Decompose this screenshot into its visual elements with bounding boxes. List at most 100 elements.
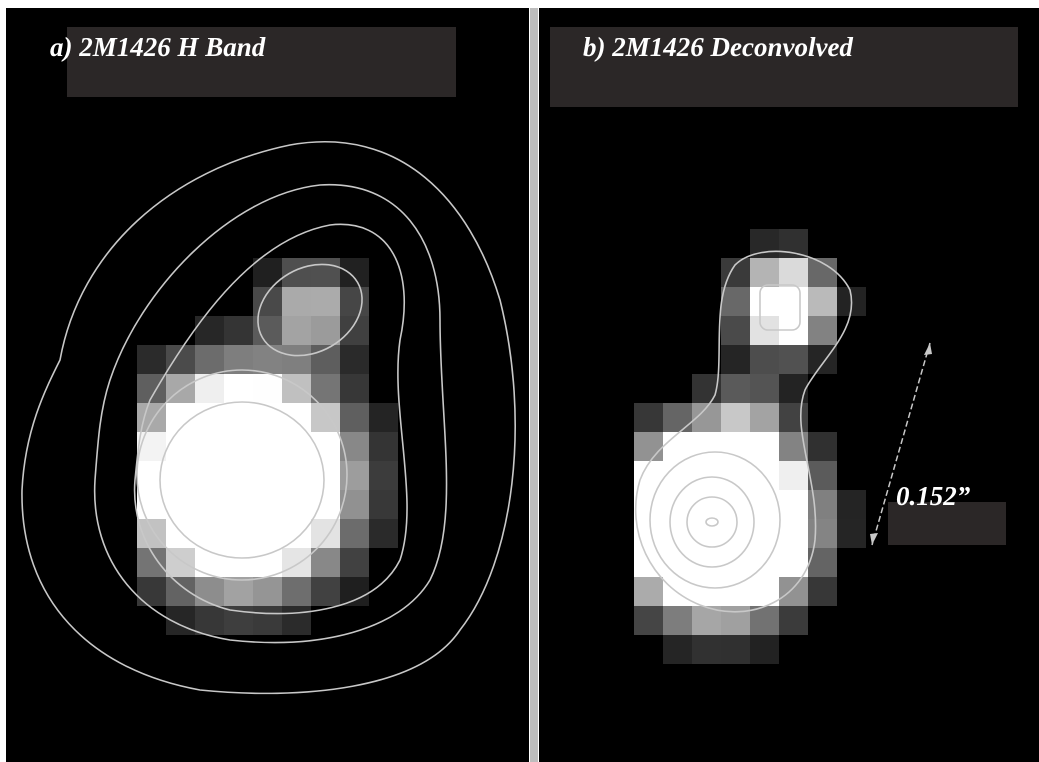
pixel [369, 403, 398, 432]
pixel [750, 548, 779, 577]
pixel [195, 577, 224, 606]
pixel [779, 548, 808, 577]
pixel [224, 374, 253, 403]
pixel [692, 461, 721, 490]
pixel [663, 606, 692, 635]
pixel [282, 606, 311, 635]
pixel [369, 461, 398, 490]
pixel [340, 374, 369, 403]
pixel [282, 316, 311, 345]
pixel [808, 577, 837, 606]
pixel [634, 548, 663, 577]
pixel [634, 577, 663, 606]
pixel [692, 577, 721, 606]
pixel [311, 258, 340, 287]
pixel [282, 287, 311, 316]
pixel [195, 461, 224, 490]
pixel [340, 316, 369, 345]
scale-box [888, 502, 1006, 545]
pixel [166, 490, 195, 519]
pixel [808, 461, 837, 490]
contour [133, 223, 408, 615]
pixel [779, 258, 808, 287]
pixel [721, 345, 750, 374]
pixel [282, 461, 311, 490]
pixel [340, 490, 369, 519]
pixel [750, 577, 779, 606]
pixel [282, 490, 311, 519]
pixel [750, 432, 779, 461]
pixel [253, 403, 282, 432]
pixel [692, 490, 721, 519]
pixel [721, 287, 750, 316]
panel-label: a) 2M1426 H Band [50, 32, 266, 62]
contour [21, 140, 516, 695]
pixel [224, 403, 253, 432]
pixel [663, 548, 692, 577]
pixel [721, 461, 750, 490]
pixel [779, 287, 808, 316]
pixel [750, 490, 779, 519]
pixel [340, 403, 369, 432]
pixel [369, 432, 398, 461]
pixel [634, 432, 663, 461]
scale-label: 0.152” [896, 481, 971, 511]
pixel [253, 461, 282, 490]
pixel [253, 287, 282, 316]
pixel [779, 461, 808, 490]
pixel [195, 432, 224, 461]
pixel [166, 577, 195, 606]
pixel [779, 519, 808, 548]
pixel [137, 432, 166, 461]
pixel [224, 345, 253, 374]
pixel [750, 287, 779, 316]
divider [530, 8, 538, 762]
pixel [721, 403, 750, 432]
pixel [721, 577, 750, 606]
pixel [224, 490, 253, 519]
contour [649, 451, 781, 589]
pixel [253, 606, 282, 635]
pixel [692, 432, 721, 461]
pixel [663, 403, 692, 432]
pixel [224, 432, 253, 461]
pixel [692, 606, 721, 635]
pixel [750, 606, 779, 635]
pixel [195, 316, 224, 345]
pixel [808, 316, 837, 345]
pixel [166, 519, 195, 548]
pixel [195, 403, 224, 432]
label-box [67, 27, 456, 97]
pixel [166, 403, 195, 432]
pixel [750, 635, 779, 664]
pixel [750, 374, 779, 403]
contour [705, 517, 719, 527]
pixel [750, 519, 779, 548]
pixel [779, 403, 808, 432]
pixel [750, 258, 779, 287]
pixel [340, 519, 369, 548]
contour [93, 184, 448, 644]
pixel [137, 345, 166, 374]
pixel [195, 490, 224, 519]
scale-arrow [871, 342, 931, 546]
pixel [663, 635, 692, 664]
pixel [224, 548, 253, 577]
contours-b [635, 250, 853, 613]
pixel [340, 287, 369, 316]
pixel [837, 519, 866, 548]
pixel [721, 316, 750, 345]
pixel [253, 577, 282, 606]
contour [159, 401, 325, 559]
pixel [282, 432, 311, 461]
pixel [282, 374, 311, 403]
pixel [253, 490, 282, 519]
contour [635, 250, 853, 613]
pixel [750, 403, 779, 432]
pixel [340, 345, 369, 374]
contour [136, 369, 348, 581]
pixel [340, 461, 369, 490]
pixel [195, 606, 224, 635]
pixel [692, 635, 721, 664]
